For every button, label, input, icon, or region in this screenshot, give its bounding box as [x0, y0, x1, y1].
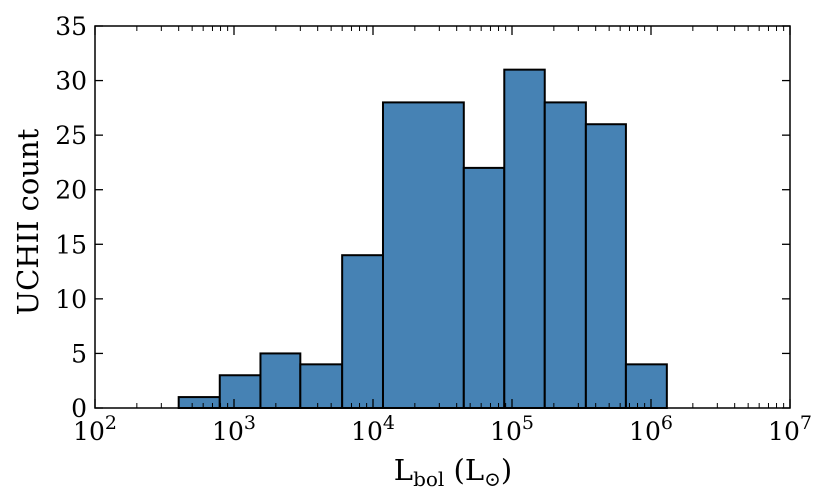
histogram-bar — [381, 101, 465, 410]
x-tick-label: 104 — [351, 412, 395, 446]
x-tick-label: 102 — [73, 412, 117, 446]
histogram-bar — [259, 352, 302, 409]
histogram-bar — [462, 166, 506, 409]
x-axis-ticks: 102 103 104 105 106 107 — [73, 26, 812, 446]
y-tick-label: 20 — [55, 176, 87, 205]
histogram-bar — [624, 363, 668, 410]
x-tick-label: 106 — [629, 412, 673, 446]
histogram-bar — [584, 123, 627, 409]
y-tick-label: 0 — [71, 394, 87, 423]
histogram-bar — [543, 101, 587, 410]
x-label-sub: bol — [413, 467, 444, 491]
x-label-unit-close: ) — [501, 453, 512, 487]
y-tick-label: 15 — [55, 230, 87, 259]
histogram-bar — [299, 363, 344, 410]
y-tick-label: 5 — [71, 339, 87, 368]
histogram-bar — [341, 254, 384, 409]
histogram-bar — [218, 374, 262, 409]
histogram-bars — [177, 68, 668, 410]
y-tick-label: 30 — [55, 67, 87, 96]
y-tick-label: 25 — [55, 121, 87, 150]
y-tick-label: 10 — [55, 285, 87, 314]
y-axis-label: UCHII count — [11, 128, 45, 315]
x-label-unit-open: (L — [444, 453, 484, 487]
x-tick-label: 107 — [768, 412, 812, 446]
x-axis-label: Lbol (L⊙) — [394, 453, 512, 491]
x-label-main: L — [394, 453, 413, 487]
histogram-bar — [177, 396, 221, 410]
x-tick-label: 103 — [212, 412, 256, 446]
x-label-unit-sub: ⊙ — [484, 467, 501, 491]
y-tick-label: 35 — [55, 12, 87, 41]
y-axis-ticks: 0 5 10 15 20 25 30 35 — [55, 12, 790, 423]
plot-frame — [94, 25, 791, 409]
histogram-bar — [503, 68, 546, 410]
x-tick-label: 105 — [490, 412, 534, 446]
